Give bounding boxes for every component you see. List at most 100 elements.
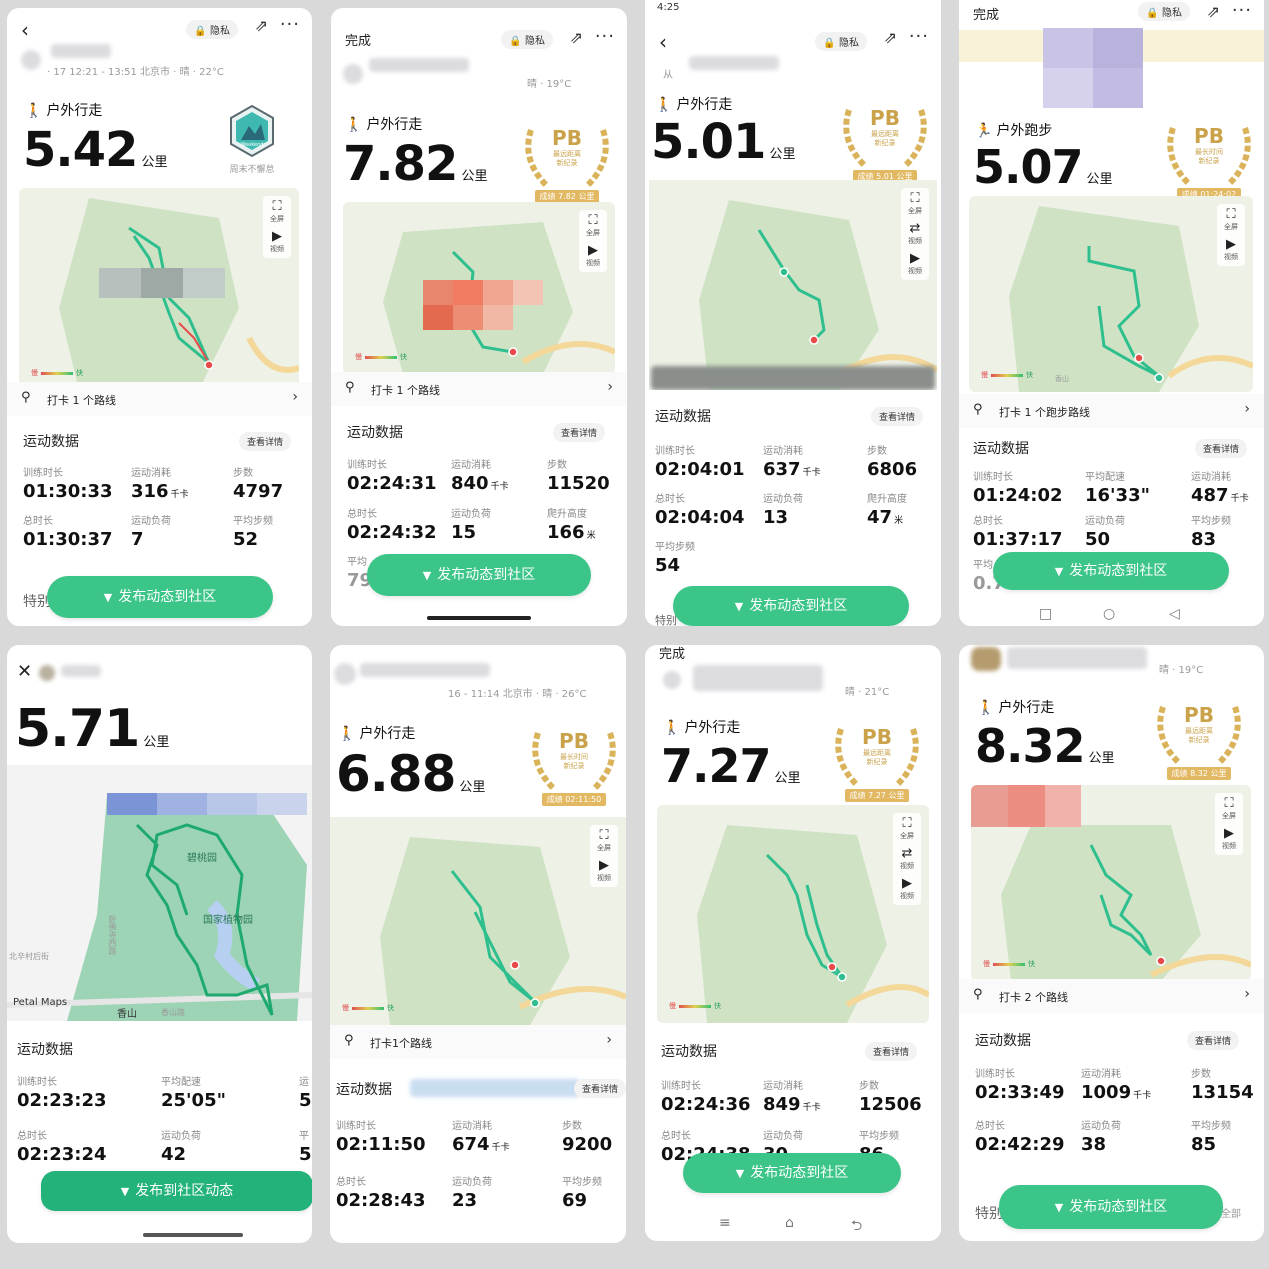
map-label: 碧桃园	[187, 853, 217, 864]
route-map[interactable]: 香山 ⛶ 全屏 ▶ 视频 慢快	[969, 196, 1253, 392]
activity-type: 🚶 户外行走	[977, 700, 1055, 716]
publish-button[interactable]: ▼ 发布动态到社区	[993, 552, 1229, 590]
privacy-button[interactable]: 🔒 隐私	[815, 32, 867, 51]
video-icon[interactable]: ▶	[902, 876, 912, 891]
stat: 运动负荷 7	[131, 516, 171, 550]
fullscreen-icon[interactable]: ⛶	[599, 828, 609, 843]
video-icon[interactable]: ▶	[599, 858, 609, 873]
stat: 运动负荷 38	[1081, 1121, 1121, 1155]
home-icon[interactable]: ⌂	[785, 1215, 794, 1231]
route-checkin[interactable]: ⚲ 打卡 1 个路线 ›	[331, 372, 627, 406]
section-title: 运动数据	[336, 1082, 392, 1098]
privacy-button[interactable]: 🔒 隐私	[1138, 2, 1190, 21]
chevron-right-icon: ›	[292, 389, 298, 405]
done-button[interactable]: 完成	[659, 647, 686, 662]
close-icon[interactable]: ✕	[17, 661, 33, 682]
back-icon[interactable]: ◁	[1169, 606, 1180, 622]
video-icon[interactable]: ▶	[1224, 826, 1234, 841]
section-title: 运动数据	[973, 441, 1029, 457]
more-icon[interactable]: ···	[1231, 0, 1252, 21]
more-icon[interactable]: ···	[594, 26, 615, 47]
chevron-left-icon[interactable]: ‹	[659, 30, 667, 54]
route-map[interactable]: ⛶ 全屏 ▶ 视频 慢快	[343, 202, 615, 374]
laurel-icon	[843, 109, 927, 169]
pace-legend: 慢快	[983, 960, 1035, 968]
map-controls[interactable]: ⛶ 全屏 ▶ 视频	[579, 210, 607, 272]
view-detail-button[interactable]: 查看详情	[1195, 439, 1248, 458]
privacy-button[interactable]: 🔒 隐私	[186, 20, 238, 39]
top-bar: 完成 🔒 隐私 ⇗ ···	[331, 8, 627, 49]
fullscreen-icon[interactable]: ⛶	[902, 816, 912, 831]
publish-button[interactable]: ▼ 发布动态到社区	[367, 554, 591, 596]
share-icon[interactable]: ⇗	[569, 28, 583, 47]
video-icon[interactable]: ▶	[910, 251, 920, 266]
home-icon[interactable]: ○	[1103, 606, 1116, 622]
publish-button[interactable]: ▼ 发布到社区动态	[41, 1171, 312, 1211]
map-controls[interactable]: ⛶ 全屏 ▶ 视频	[1215, 793, 1243, 855]
view-detail-button[interactable]: 查看详情	[239, 432, 292, 451]
share-icon[interactable]: ⇗	[254, 16, 268, 35]
map-controls[interactable]: ⛶ 全屏 ▶ 视频	[263, 196, 291, 258]
send-icon: ▼	[735, 1167, 745, 1180]
fullscreen-icon[interactable]: ⛶	[1224, 796, 1234, 811]
done-button[interactable]: 完成	[345, 34, 372, 49]
share-icon[interactable]: ⇗	[883, 28, 897, 47]
back-icon[interactable]: ⮌	[851, 1218, 863, 1234]
stat: 运动负荷 13	[763, 494, 803, 528]
stat: 平均步频 85	[1191, 1121, 1231, 1155]
map-controls[interactable]: ⛶ 全屏 ⇄ 视频 ▶ 视频	[901, 188, 929, 280]
view-detail-button[interactable]: 查看详情	[553, 423, 606, 442]
fullscreen-icon[interactable]: ⛶	[272, 199, 282, 214]
publish-button[interactable]: ▼ 发布动态到社区	[673, 586, 909, 626]
route-map[interactable]: ⛶ 全屏 ⇄ 视频 ▶ 视频	[649, 180, 937, 390]
video-icon[interactable]: ▶	[588, 243, 598, 258]
done-button[interactable]: 完成	[973, 8, 1000, 23]
route-map[interactable]: 碧桃园 国家植物园 北辛村后街 卧佛寺西路 香山 Petal Maps 香山路	[7, 765, 312, 1021]
fullscreen-icon[interactable]: ⛶	[1226, 207, 1236, 222]
route-map[interactable]: ⛶ 全屏 ▶ 视频 慢快	[19, 188, 299, 390]
route-pin-icon: ⚲	[973, 987, 983, 1002]
route-map[interactable]: ⛶ 全屏 ▶ 视频 慢快	[330, 817, 626, 1025]
route-checkin[interactable]: ⚲ 打卡 1 个路线 ›	[7, 382, 312, 416]
route-map[interactable]: ⛶ 全屏 ▶ 视频 慢快	[971, 785, 1251, 981]
route-checkin[interactable]: ⚲ 打卡1个路线 ›	[330, 1025, 626, 1059]
publish-button[interactable]: ▼ 发布动态到社区	[47, 576, 273, 618]
privacy-button[interactable]: 🔒 隐私	[501, 30, 553, 49]
map-controls[interactable]: ⛶ 全屏 ▶ 视频	[1217, 204, 1245, 266]
route-checkin[interactable]: ⚲ 打卡 2 个路线 ›	[959, 979, 1264, 1013]
stat: 总时长 02:04:04	[655, 494, 745, 528]
view-detail-button[interactable]: 查看详情	[871, 407, 924, 426]
share-icon[interactable]: ⇗	[1206, 2, 1220, 21]
activity-type: 🚶 户外行走	[25, 103, 103, 119]
more-icon[interactable]: ···	[279, 14, 300, 35]
layer-icon[interactable]: ⇄	[909, 221, 921, 236]
publish-button[interactable]: ▼ 发布动态到社区	[999, 1185, 1223, 1229]
publish-button[interactable]: ▼ 发布动态到社区	[683, 1153, 901, 1193]
stat: 总时长 01:37:17	[973, 516, 1063, 550]
section-title: 运动数据	[23, 434, 79, 450]
fullscreen-icon[interactable]: ⛶	[588, 213, 598, 228]
map-controls[interactable]: ⛶ 全屏 ▶ 视频	[590, 825, 618, 887]
recents-icon[interactable]: □	[1039, 606, 1053, 622]
layer-icon[interactable]: ⇄	[901, 846, 913, 861]
fullscreen-icon[interactable]: ⛶	[910, 191, 920, 206]
view-all-link[interactable]: 全部	[1221, 1209, 1241, 1220]
route-map[interactable]: ⛶ 全屏 ⇄ 视频 ▶ 视频 慢快	[657, 805, 929, 1023]
route-checkin[interactable]: ⚲ 打卡 1 个跑步路线 ›	[959, 394, 1264, 428]
map-controls[interactable]: ⛶ 全屏 ⇄ 视频 ▶ 视频	[893, 813, 921, 905]
stat: 训练时长 02:11:50	[336, 1121, 426, 1155]
view-detail-button[interactable]: 查看详情	[1187, 1031, 1240, 1050]
view-detail-button[interactable]: 查看详情	[865, 1042, 918, 1061]
menu-icon[interactable]: ≡	[719, 1215, 731, 1231]
top-bar: ‹ 🔒 隐私 ⇗ ···	[7, 8, 312, 48]
chevron-left-icon[interactable]: ‹	[21, 18, 29, 42]
video-icon[interactable]: ▶	[1226, 237, 1236, 252]
chevron-right-icon: ›	[1244, 986, 1250, 1002]
username-blurred	[689, 56, 779, 70]
video-icon[interactable]: ▶	[272, 229, 282, 244]
view-detail-button[interactable]: 查看详情	[574, 1079, 626, 1098]
stat: 步数 4797	[233, 468, 284, 502]
more-icon[interactable]: ···	[908, 26, 929, 47]
send-icon: ▼	[734, 600, 744, 613]
distance: 8.32 公里	[975, 719, 1115, 773]
